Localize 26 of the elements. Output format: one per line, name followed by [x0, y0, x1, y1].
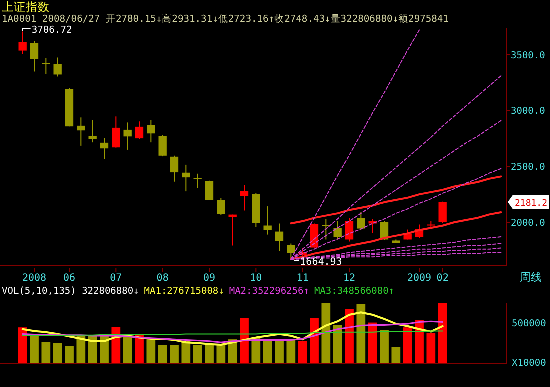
subtitle: 1A0001 2008/06/27 开2780.15↓高2931.31↓低2723.16↑收2748.43↓量322806880↓额2975841 [2, 14, 449, 25]
text: X10000 [512, 358, 547, 369]
x-tick-label: 06 [63, 273, 76, 284]
text: 500000 [512, 318, 547, 330]
text: MA2:352296256↑ [229, 286, 310, 297]
y-tick-label: 3500.0 [511, 50, 546, 62]
x-tick-label: 12 [343, 273, 356, 284]
x-tick-label: 07 [110, 273, 122, 284]
y-tick-label: 3000.0 [511, 106, 546, 118]
x-tick-label: 2009 [407, 273, 432, 284]
x-tick-label: 11 [296, 273, 309, 284]
annotation: 1664.93 [300, 256, 342, 268]
annotation: 3706.72 [32, 25, 72, 36]
x-tick-label: 09 [203, 273, 216, 284]
text: 周线 [520, 271, 542, 284]
y-tick-label: 2000.0 [511, 218, 546, 230]
title: 上证指数 [2, 0, 50, 14]
text: MA3:348566080↑ [314, 286, 395, 297]
x-tick-label: 08 [156, 273, 169, 284]
x-tick-label: 02 [436, 273, 449, 284]
legend-title: VOL(5,10,135) 322806880↓ [2, 286, 140, 297]
x-tick-label: 2008 [22, 273, 47, 284]
y-tick-label: 2500.0 [511, 162, 546, 174]
text: MA1:276715008↓ [144, 286, 224, 297]
text: 2181.2 [515, 198, 548, 209]
x-tick-label: 10 [250, 273, 262, 284]
